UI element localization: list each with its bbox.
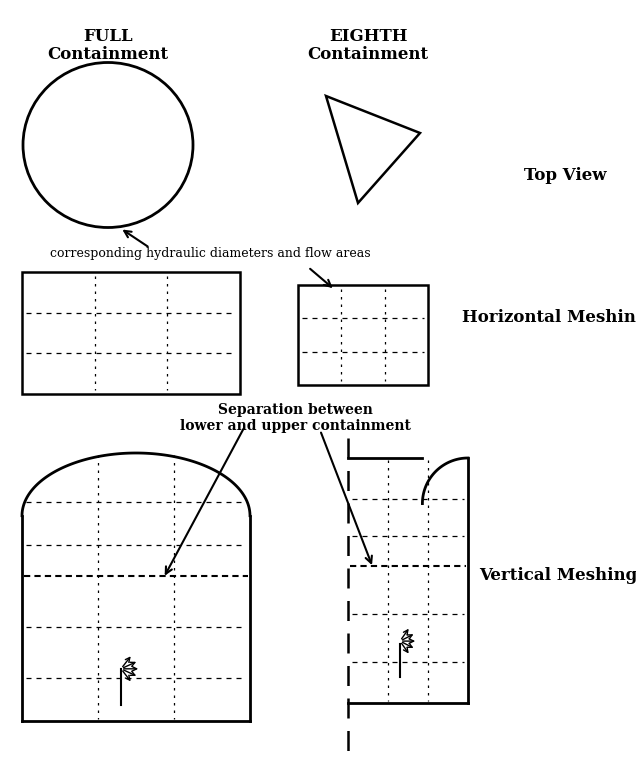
Bar	[22, 272, 240, 394]
Text: Top View: Top View	[524, 167, 606, 183]
Text: FULL: FULL	[83, 28, 133, 45]
Text: Containment: Containment	[307, 46, 429, 63]
Bar	[298, 285, 428, 385]
Text: Separation between
lower and upper containment: Separation between lower and upper conta…	[179, 403, 410, 433]
Text: EIGHTH: EIGHTH	[329, 28, 407, 45]
Text: Vertical Meshing: Vertical Meshing	[479, 566, 636, 584]
Text: corresponding hydraulic diameters and flow areas: corresponding hydraulic diameters and fl…	[50, 247, 370, 260]
Text: Horizontal Meshing: Horizontal Meshing	[462, 309, 636, 326]
Text: Containment: Containment	[48, 46, 169, 63]
